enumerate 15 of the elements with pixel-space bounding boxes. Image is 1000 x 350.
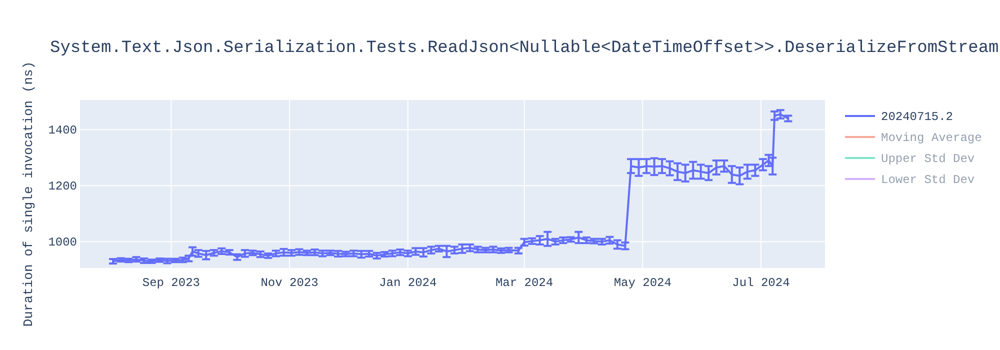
y-tick-label: 1200	[48, 180, 77, 194]
x-tick-label: Jan 2024	[379, 276, 437, 290]
x-tick-label: May 2024	[614, 276, 672, 290]
x-tick-label: Nov 2023	[260, 276, 318, 290]
x-tick-label: Sep 2023	[142, 276, 200, 290]
legend-label: Moving Average	[881, 131, 982, 145]
x-tick-label: Jul 2024	[732, 276, 790, 290]
chart-title: System.Text.Json.Serialization.Tests.ReadJson<Nullable<DateTimeOffset>>.DeserializeFromStream	[50, 39, 999, 58]
legend-label: Upper Std Dev	[881, 152, 975, 166]
legend-label: Lower Std Dev	[881, 173, 975, 187]
y-tick-label: 1000	[48, 236, 77, 250]
legend-label: 20240715.2	[881, 110, 954, 124]
y-axis-title: Duration of single invocation (ns)	[21, 61, 36, 327]
y-tick-label: 1400	[48, 124, 77, 138]
x-tick-label: Mar 2024	[495, 276, 554, 290]
